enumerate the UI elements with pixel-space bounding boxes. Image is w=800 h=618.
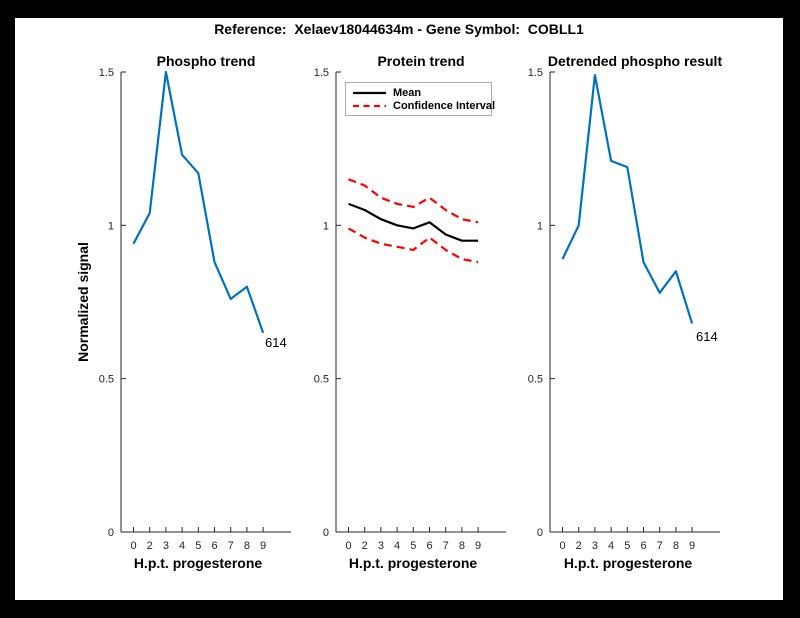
cluster-id-annotation-2: 614 [696, 329, 718, 344]
series-line-confidence-interval-upper [348, 178, 479, 224]
x-tick-label: 5 [410, 540, 416, 552]
x-tick-label: 0 [345, 540, 351, 552]
subplot-title-phospho-trend: Phospho trend [156, 53, 256, 69]
x-tick-label: 7 [228, 540, 234, 552]
y-tick-label: 1 [537, 220, 543, 232]
series-line-confidence-interval-lower [347, 227, 479, 264]
y-tick-label: 0 [108, 527, 114, 539]
x-tick-label: 2 [147, 540, 153, 552]
subplot-title-protein-trend: Protein trend [377, 53, 465, 69]
x-axis-label-3: H.p.t. progesterone [563, 555, 693, 571]
series-line-phospho-trend [132, 70, 265, 334]
series-line-detrended-phospho [561, 73, 694, 324]
legend-entry-mean: Mean [353, 86, 491, 99]
x-tick-label: 2 [362, 540, 368, 552]
legend-box: Mean Confidence Interval [345, 82, 495, 116]
legend-line-sample-ci [353, 104, 386, 107]
x-tick-label: 8 [673, 540, 679, 552]
x-tick-label: 3 [592, 540, 598, 552]
y-tick-label: 0 [537, 527, 543, 539]
x-tick-label: 3 [378, 540, 384, 552]
y-tick-label: 1.5 [528, 67, 543, 79]
legend-line-sample-mean [353, 91, 386, 94]
x-axis-label-2: H.p.t. progesterone [348, 555, 478, 571]
x-tick-label: 5 [195, 540, 201, 552]
series-line-mean [348, 202, 479, 242]
x-tick-label: 0 [559, 540, 565, 552]
x-tick-label: 8 [459, 540, 465, 552]
x-tick-label: 9 [260, 540, 266, 552]
x-tick-label: 8 [244, 540, 250, 552]
legend-entry-confidence-interval: Confidence Interval [353, 100, 495, 112]
legend-label-mean: Mean [393, 86, 422, 99]
y-tick-label: 0.5 [528, 374, 543, 386]
x-tick-label: 6 [640, 540, 646, 552]
matlab-figure: Reference: Xelaev18044634m - Gene Symbol… [15, 18, 783, 600]
y-axis-label: Normalized signal [75, 242, 91, 362]
x-axis-label-1: H.p.t. progesterone [133, 555, 263, 571]
y-tick-label: 0.5 [314, 374, 329, 386]
x-tick-label: 6 [426, 540, 432, 552]
x-tick-label: 4 [394, 540, 400, 552]
plots-canvas: 0 2 3 4 5 6 7 8 900.511.50 2 3 4 5 6 7 8 900.511.50 2 3 4 5 6… [99, 67, 720, 552]
y-tick-label: 1 [108, 220, 114, 232]
x-tick-label: 9 [475, 540, 481, 552]
x-tick-label: 2 [576, 540, 582, 552]
y-tick-label: 1.5 [314, 67, 329, 79]
x-tick-label: 3 [163, 540, 169, 552]
cluster-id-annotation-1: 614 [265, 335, 287, 350]
subplot-title-detrended-phospho: Detrended phospho result [547, 53, 723, 69]
legend-label-confidence-interval: Confidence Interval [393, 99, 496, 112]
x-tick-label: 0 [130, 540, 136, 552]
x-tick-label: 6 [211, 540, 217, 552]
x-tick-label: 7 [657, 540, 663, 552]
figure-title: Reference: Xelaev18044634m - Gene Symbol… [214, 21, 584, 37]
y-tick-label: 0 [323, 527, 329, 539]
x-tick-label: 4 [179, 540, 185, 552]
x-tick-label: 7 [443, 540, 449, 552]
x-tick-label: 4 [608, 540, 614, 552]
y-tick-label: 0.5 [99, 374, 114, 386]
x-tick-label: 5 [624, 540, 630, 552]
y-tick-label: 1 [323, 220, 329, 232]
y-tick-label: 1.5 [99, 67, 114, 79]
x-tick-label: 9 [689, 540, 695, 552]
